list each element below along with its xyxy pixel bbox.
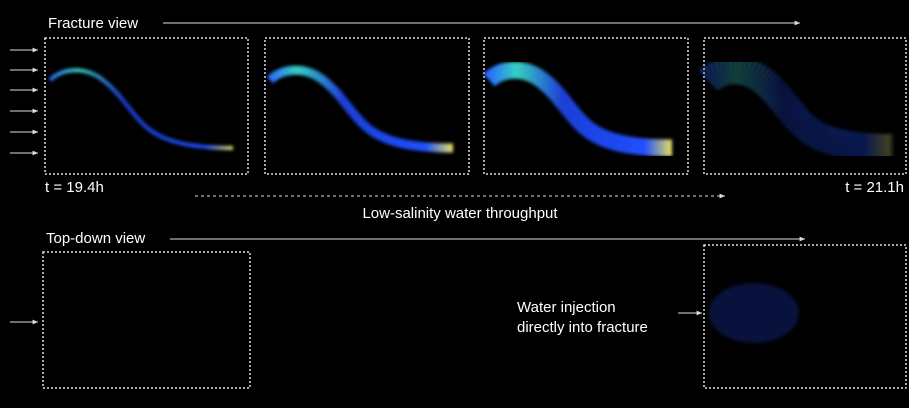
inlet-arrows — [10, 47, 38, 325]
throughput-label: Low-salinity water throughput — [362, 205, 558, 222]
fracture-panel — [44, 37, 249, 175]
top-down-panel — [42, 251, 251, 389]
end-time: t = 21.1h — [845, 179, 904, 196]
annotation: directly into fracture — [517, 319, 648, 336]
top-down-title: Top-down view — [46, 230, 145, 247]
top-down-panel — [703, 244, 907, 389]
fracture-view-title: Fracture view — [48, 15, 138, 32]
annotation: Water injection — [517, 299, 616, 316]
fracture-panel — [484, 37, 689, 175]
fracture-panel — [264, 37, 470, 175]
fracture-panel — [704, 37, 907, 175]
start-time: t = 19.4h — [45, 179, 104, 196]
